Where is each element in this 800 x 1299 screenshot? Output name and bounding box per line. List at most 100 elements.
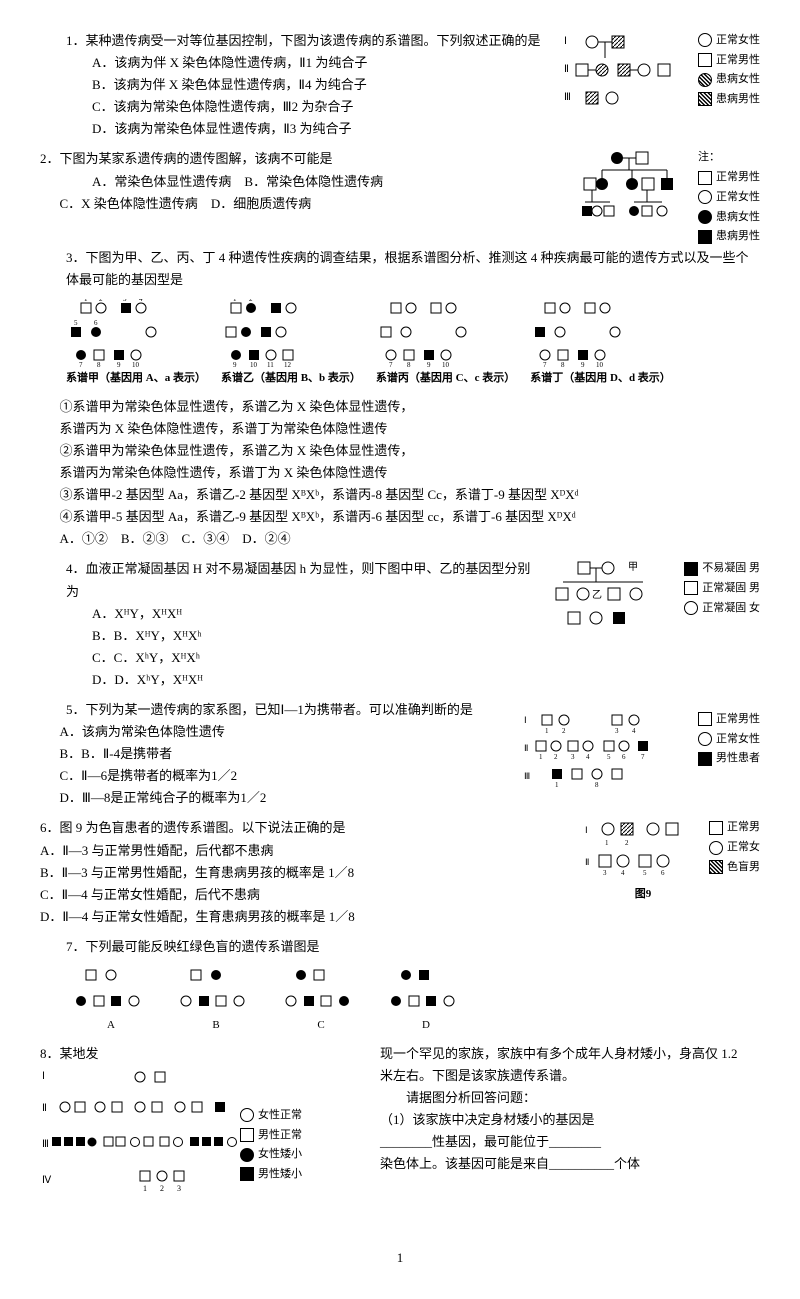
q1-legend: 正常女性 正常男性 患病女性 患病男性: [698, 30, 760, 110]
svg-text:2: 2: [249, 299, 253, 303]
q1-figure: Ⅰ Ⅱ Ⅲ 正常女性 正常男性 患病女性 患病男性: [562, 30, 760, 110]
svg-text:Ⅰ: Ⅰ: [42, 1071, 45, 1082]
q3-cap4: 系谱丁（基因用 D、d 表示）: [530, 369, 671, 388]
q3-s2b: 系谱丙为常染色体隐性遗传，系谱丁为 X 染色体隐性遗传: [40, 462, 760, 484]
svg-text:Ⅱ: Ⅱ: [585, 857, 589, 867]
svg-text:甲: 甲: [628, 562, 638, 573]
svg-text:8: 8: [97, 361, 101, 369]
q3-s4: ④系谱甲-5 基因型 Aa，系谱乙-9 基因型 XᴮXᵇ，系谱丙-6 基因型 c…: [40, 506, 760, 528]
svg-text:2: 2: [625, 839, 629, 847]
legend-text: 患病女性: [716, 70, 760, 89]
q1-pedigree: Ⅰ Ⅱ Ⅲ: [562, 30, 692, 110]
q3-pedigree-d: 78910: [530, 299, 650, 369]
svg-text:5: 5: [607, 753, 611, 761]
q3-s1b: 系谱丙为 X 染色体隐性遗传，系谱丁为常染色体隐性遗传: [40, 418, 760, 440]
q8-p2: （1）该家族中决定身材矮小的基因是: [380, 1109, 760, 1131]
legend-note: 注：: [698, 148, 760, 167]
q5-legend: 正常男性 正常女性 男性患者: [698, 709, 760, 789]
q5-optD: D．Ⅲ—8是正常纯合子的概率为1／2: [40, 787, 760, 809]
legend-text: 女性正常: [258, 1106, 302, 1125]
q7-label-b: B: [171, 1016, 261, 1035]
q8-p1: 请据图分析回答问题：: [380, 1087, 760, 1109]
q3-pedigree-b: 12 9101112: [221, 299, 351, 369]
legend-text: 患病男性: [716, 90, 760, 109]
svg-text:4: 4: [632, 727, 636, 735]
q6-legend: 正常男 正常女 色盲男: [709, 817, 760, 904]
svg-text:12: 12: [284, 361, 292, 369]
svg-text:7: 7: [543, 361, 547, 369]
q7-label-d: D: [381, 1016, 471, 1035]
svg-text:4: 4: [586, 753, 590, 761]
svg-text:2: 2: [554, 753, 558, 761]
q4-optD: D．D．XʰY，XᴴXᴴ: [40, 669, 760, 691]
legend-text: 正常女性: [716, 31, 760, 50]
legend-text: 患病男性: [716, 227, 760, 246]
legend-text: 正常凝固 女: [702, 599, 760, 618]
q3-figures: 1234 56 78910 系谱甲（基因用 A、a 表示） 12 9101112…: [66, 299, 760, 388]
q7-ped-a: [66, 966, 156, 1016]
q3-pedigree-a: 1234 56 78910: [66, 299, 186, 369]
svg-text:8: 8: [595, 781, 599, 789]
q3-cap1: 系谱甲（基因用 A、a 表示）: [66, 369, 206, 388]
q7-figures: A B C D: [66, 966, 760, 1035]
svg-text:Ⅱ: Ⅱ: [42, 1103, 47, 1114]
svg-text:1: 1: [605, 839, 609, 847]
q2-pedigree: [582, 148, 692, 233]
svg-text:3: 3: [177, 1184, 181, 1193]
svg-text:6: 6: [661, 869, 665, 877]
question-1: Ⅰ Ⅱ Ⅲ 正常女性 正常男性 患病女性 患病男性 1．某种遗传病受一对等位基因…: [40, 30, 760, 140]
svg-text:9: 9: [233, 361, 237, 369]
q2-optA: A．常染色体显性遗传病: [92, 174, 231, 189]
q3-s1: ①系谱甲为常染色体显性遗传，系谱乙为 X 染色体显性遗传，: [40, 396, 760, 418]
q3-cap3: 系谱丙（基因用 C、c 表示）: [376, 369, 515, 388]
svg-text:1: 1: [233, 299, 237, 303]
svg-text:7: 7: [389, 361, 393, 369]
svg-text:1: 1: [555, 781, 559, 789]
q3-s3: ③系谱甲-2 基因型 Aa，系谱乙-2 基因型 XᴮXᵇ，系谱丙-8 基因型 C…: [40, 484, 760, 506]
q4-pedigree: 甲 乙: [548, 558, 678, 628]
svg-text:1: 1: [84, 299, 88, 303]
svg-text:2: 2: [562, 727, 566, 735]
svg-text:乙: 乙: [592, 589, 602, 601]
legend-text: 患病女性: [716, 208, 760, 227]
svg-text:2: 2: [160, 1184, 164, 1193]
legend-text: 正常男性: [716, 710, 760, 729]
svg-text:7: 7: [641, 753, 645, 761]
q6-figure: Ⅰ 12 Ⅱ 3456 图9 正常男 正常女 色盲男: [583, 817, 760, 904]
svg-text:7: 7: [79, 361, 83, 369]
q3-ans: A．①② B．②③ C．③④ D．②④: [40, 528, 760, 550]
q6-pedigree: Ⅰ 12 Ⅱ 3456: [583, 817, 703, 885]
q4-optC: C．C．XʰY，XᴴXʰ: [40, 647, 760, 669]
svg-text:11: 11: [267, 361, 274, 369]
q8-p3: ________性基因，最可能位于________: [380, 1131, 760, 1153]
q5-figure: Ⅰ 1234 Ⅱ 1234567 Ⅲ 18 正常男性 正常女性 男性患者: [522, 709, 760, 789]
q2-optB: B．常染色体隐性遗传病: [244, 174, 383, 189]
svg-text:8: 8: [407, 361, 411, 369]
q3-pedigree-c: 78910: [376, 299, 496, 369]
svg-text:Ⅰ: Ⅰ: [564, 36, 567, 47]
svg-text:Ⅱ: Ⅱ: [524, 743, 528, 753]
legend-text: 正常女性: [716, 730, 760, 749]
q1-optD: D．该病为常染色体显性遗传病，Ⅱ3 为纯合子: [40, 118, 760, 140]
q3-cap2: 系谱乙（基因用 B、b 表示）: [221, 369, 361, 388]
svg-text:Ⅰ: Ⅰ: [524, 715, 527, 725]
legend-text: 色盲男: [727, 858, 760, 877]
q8-legend: 女性正常 男性正常 女性矮小 男性矮小: [240, 1105, 302, 1185]
svg-text:Ⅲ: Ⅲ: [42, 1139, 49, 1150]
svg-text:8: 8: [561, 361, 565, 369]
q8-stem: 8．某地发: [40, 1043, 380, 1065]
svg-text:3: 3: [123, 299, 127, 303]
q4-legend: 不易凝固 男 正常凝固 男 正常凝固 女: [684, 558, 760, 628]
question-5: Ⅰ 1234 Ⅱ 1234567 Ⅲ 18 正常男性 正常女性 男性患者 5．下…: [40, 699, 760, 809]
legend-text: 正常男性: [716, 168, 760, 187]
svg-text:10: 10: [250, 361, 258, 369]
q8-cont: 现一个罕见的家族，家族中有多个成年人身材矮小，身高仅 1.2 米左右。下图是该家…: [380, 1043, 760, 1087]
q7-stem: 7．下列最可能反映红绿色盲的遗传系谱图是: [40, 936, 760, 958]
q8-p4: 染色体上。该基因可能是来自__________个体: [380, 1153, 760, 1175]
q6-caption: 图9: [583, 885, 703, 904]
svg-text:1: 1: [539, 753, 543, 761]
legend-text: 正常凝固 男: [702, 579, 760, 598]
q2-figure: 注： 正常男性 正常女性 患病女性 患病男性: [582, 148, 760, 246]
svg-text:5: 5: [643, 869, 647, 877]
svg-text:1: 1: [143, 1184, 147, 1193]
